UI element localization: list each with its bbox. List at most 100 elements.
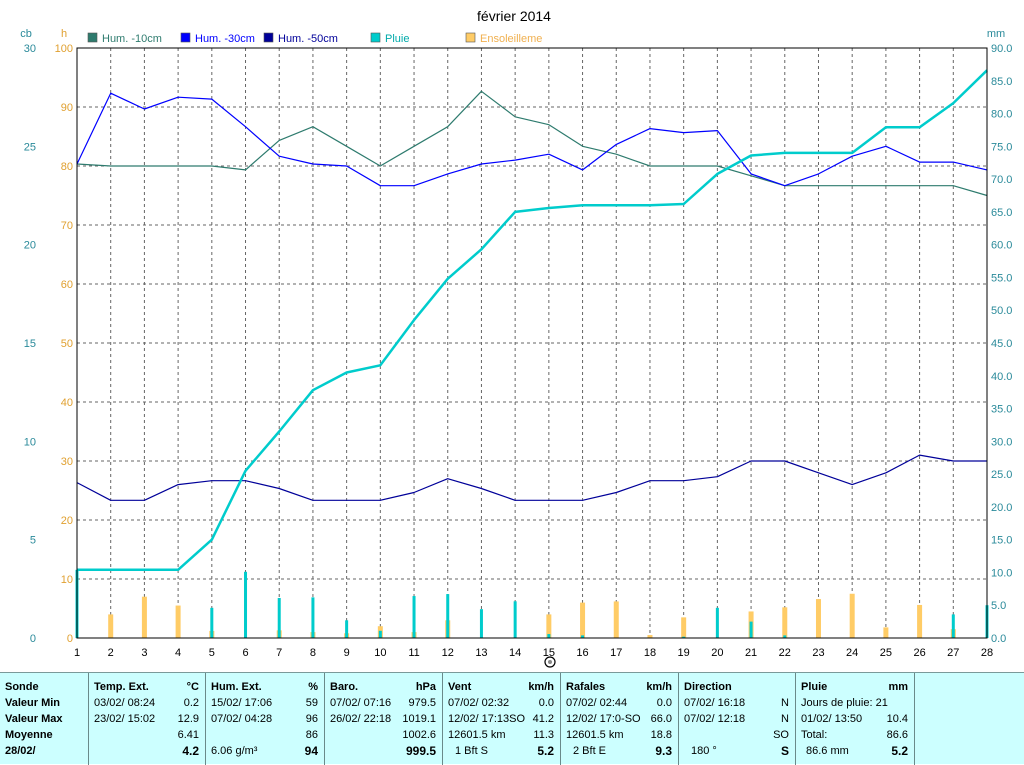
col-hum: Hum. Ext. % 15/02/ 17:06 59 07/02/ 04:28… [205,673,324,765]
temp-header: Temp. Ext. [94,681,149,693]
direction-moy-val: SO [773,729,789,741]
x-tick-label: 25 [880,647,892,659]
chart: février 2014 Hum. -10cm Hum. -30cm Hum. -5… [20,8,1013,668]
legend-label: Pluie [385,33,409,45]
hum-abs: 6.06 g/m³ [211,745,258,757]
baro-max-date: 26/02/ 22:18 [330,713,392,725]
h-tick-label: 60 [61,279,73,291]
h-tick-label: 90 [61,102,73,114]
grid [77,48,987,638]
temp-cur-val: 4.2 [182,744,199,758]
series-line [76,92,988,187]
mm-tick-label: 30.0 [991,436,1012,448]
legend: Hum. -10cm Hum. -30cm Hum. -50cm Pluie Ensol… [87,32,542,45]
x-tick-label: 19 [678,647,690,659]
stats-panel: Sonde Valeur Min Valeur Max Moyenne 28/0… [0,672,1024,765]
col-vent: Vent km/h 07/02/ 02:32 0.0 12/02/ 17:13S… [442,673,560,765]
mm-tick-label: 35.0 [991,404,1012,416]
x-tick-label: 12 [442,647,454,659]
x-tick-label: 24 [846,647,858,659]
baro-moy-val: 1002.6 [402,729,436,741]
cursor-marker-icon[interactable] [544,656,556,668]
hum-max-date: 07/02/ 04:28 [211,713,273,725]
x-tick-label: 8 [310,647,316,659]
vent-moy-val: 11.3 [533,729,554,741]
rafales-min-date: 07/02/ 02:44 [566,697,628,709]
unit-mm: mm [987,28,1005,40]
bars [75,569,989,638]
h-tick-label: 100 [55,43,73,55]
rafales-moy-val: 18.8 [650,729,672,741]
x-tick-label: 4 [175,647,181,659]
rain-bar [951,614,955,638]
pluie-max-val: 10.4 [886,713,908,725]
rain-bar [277,598,281,638]
h-tick-label: 10 [61,574,73,586]
rain-bar [682,636,686,638]
rain-bar [210,607,214,638]
hum-min-date: 15/02/ 17:06 [211,697,273,709]
tick-labels: 05101520253001020304050607080901000.05.0… [24,43,1013,659]
rafales-min-val: 0.0 [656,697,672,709]
legend-swatch [370,32,381,43]
rain-bar [412,596,416,638]
rafales-max-val: 66.0 [650,713,672,725]
x-tick-label: 15 [543,647,555,659]
sunshine-bar [815,599,821,638]
rain-bar [715,607,719,638]
legend-label: Hum. -50cm [278,33,338,45]
rain-bar [244,571,248,638]
sunshine-bar [917,604,923,638]
sunshine-bar [613,601,619,638]
legend-swatch [180,32,191,43]
rain-bar [311,597,315,638]
mm-tick-label: 55.0 [991,272,1012,284]
sonde-header: Sonde [5,681,39,693]
hum-moy-val: 86 [305,729,318,741]
x-tick-label: 9 [344,647,350,659]
vent-unit: km/h [528,681,554,693]
hum-max-val: 96 [305,713,318,725]
pluie-unit: mm [888,681,908,693]
legend-swatch [465,32,476,43]
col-sonde: Sonde Valeur Min Valeur Max Moyenne 28/0… [0,673,88,765]
pluie-header: Pluie [801,681,828,693]
vent-cur-val: 5.2 [537,744,554,758]
baro-min-val: 979.5 [408,697,436,709]
rain-bar [446,594,450,638]
temp-max-val: 12.9 [177,713,199,725]
vent-header: Vent [448,681,472,693]
mm-tick-label: 70.0 [991,174,1012,186]
legend-swatch [87,32,98,43]
plot-frame [76,47,988,639]
x-tick-label: 18 [644,647,656,659]
x-tick-label: 28 [981,647,993,659]
x-tick-label: 23 [812,647,824,659]
direction-header: Direction [684,681,732,693]
cb-tick-label: 25 [24,141,36,153]
sonde-max-label: Valeur Max [5,713,63,725]
pluie-cur-total: 86.6 mm [806,745,849,757]
cb-tick-label: 0 [30,633,36,645]
h-tick-label: 40 [61,397,73,409]
rain-bar [783,635,787,638]
rafales-unit: km/h [646,681,672,693]
sonde-moy-label: Moyenne [5,729,53,741]
cb-tick-label: 30 [24,43,36,55]
unit-cb: cb [20,28,32,40]
x-tick-label: 14 [509,647,521,659]
cb-tick-label: 5 [30,535,36,547]
x-tick-label: 26 [913,647,925,659]
series-lines [76,69,988,572]
vent-beaufort: 1 Bft S [455,745,489,757]
temp-min-date: 03/02/ 08:24 [94,697,156,709]
x-tick-label: 5 [209,647,215,659]
sunshine-bar [849,593,855,638]
hum-unit: % [308,681,318,693]
x-tick-label: 6 [242,647,248,659]
unit-h: h [61,28,67,40]
mm-tick-label: 50.0 [991,305,1012,317]
mm-tick-label: 25.0 [991,469,1012,481]
col-rafales: Rafales km/h 07/02/ 02:44 0.0 12/02/ 17:… [560,673,678,765]
rain-bar [513,601,517,638]
